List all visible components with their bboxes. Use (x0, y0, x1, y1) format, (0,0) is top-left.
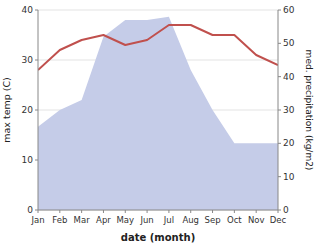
y2-tick-label: 10 (283, 172, 295, 182)
x-axis-label: date (month) (121, 232, 195, 243)
x-tick-label: Aug (182, 215, 199, 225)
y2-tick (278, 110, 281, 111)
x-tick-label: Feb (52, 215, 67, 225)
y2-tick (278, 43, 281, 44)
x-tick (212, 210, 213, 213)
y2-axis-label: med. precipitation (kg/m2) (304, 50, 314, 171)
y2-tick (278, 143, 281, 144)
y2-tick (278, 10, 281, 11)
x-tick-label: May (116, 215, 134, 225)
x-tick (147, 210, 148, 213)
x-tick (256, 210, 257, 213)
y-tick-label: 20 (22, 105, 34, 115)
grid (38, 10, 278, 210)
chart: 0 10 20 30 40 0 10 20 30 40 50 60 Jan Feb Mar Apr May Jun… (0, 0, 318, 247)
x-tick-label: Oct (227, 215, 242, 225)
x-tick-label: Mar (74, 215, 91, 225)
y2-tick (278, 176, 281, 177)
y-tick-label: 0 (27, 205, 33, 215)
x-axis-line (38, 210, 278, 211)
x-tick (38, 210, 39, 213)
grid-line (38, 210, 278, 211)
x-tick-label: Sep (205, 215, 221, 225)
x-tick (168, 210, 169, 213)
axes: 0 10 20 30 40 0 10 20 30 40 50 60 Jan Feb Mar Apr May Jun… (22, 5, 295, 225)
precipitation-area (38, 17, 278, 210)
x-tick-label: Nov (248, 215, 265, 225)
y-tick-label: 40 (22, 5, 34, 15)
x-tick (125, 210, 126, 213)
grid-line (38, 10, 278, 11)
x-tick (278, 210, 279, 213)
y-tick (35, 110, 38, 111)
x-tick-label: Apr (96, 215, 111, 225)
y2-tick-label: 30 (283, 105, 295, 115)
x-tick-label: Jan (30, 215, 44, 225)
plot-area (38, 17, 278, 210)
y-tick (35, 60, 38, 61)
temperature-line (38, 25, 278, 70)
y-tick-label: 10 (22, 155, 34, 165)
x-tick (190, 210, 191, 213)
x-tick-label: Dec (270, 215, 287, 225)
x-tick (234, 210, 235, 213)
y2-tick-label: 40 (283, 72, 295, 82)
y2-tick-label: 60 (283, 5, 295, 15)
y-tick-label: 30 (22, 55, 34, 65)
y-tick (35, 160, 38, 161)
y-axis-label: max temp (C) (1, 77, 12, 143)
x-tick (103, 210, 104, 213)
x-tick (81, 210, 82, 213)
y-tick (35, 10, 38, 11)
x-tick-label: Jun (139, 215, 153, 225)
y2-tick-label: 50 (283, 38, 295, 48)
x-tick-label: Jul (163, 215, 174, 225)
y2-tick-label: 20 (283, 138, 295, 148)
x-tick (59, 210, 60, 213)
y2-tick (278, 76, 281, 77)
chart-container: 0 10 20 30 40 0 10 20 30 40 50 60 Jan Feb Mar Apr May Jun… (0, 0, 318, 247)
y2-tick-label: 0 (283, 205, 289, 215)
